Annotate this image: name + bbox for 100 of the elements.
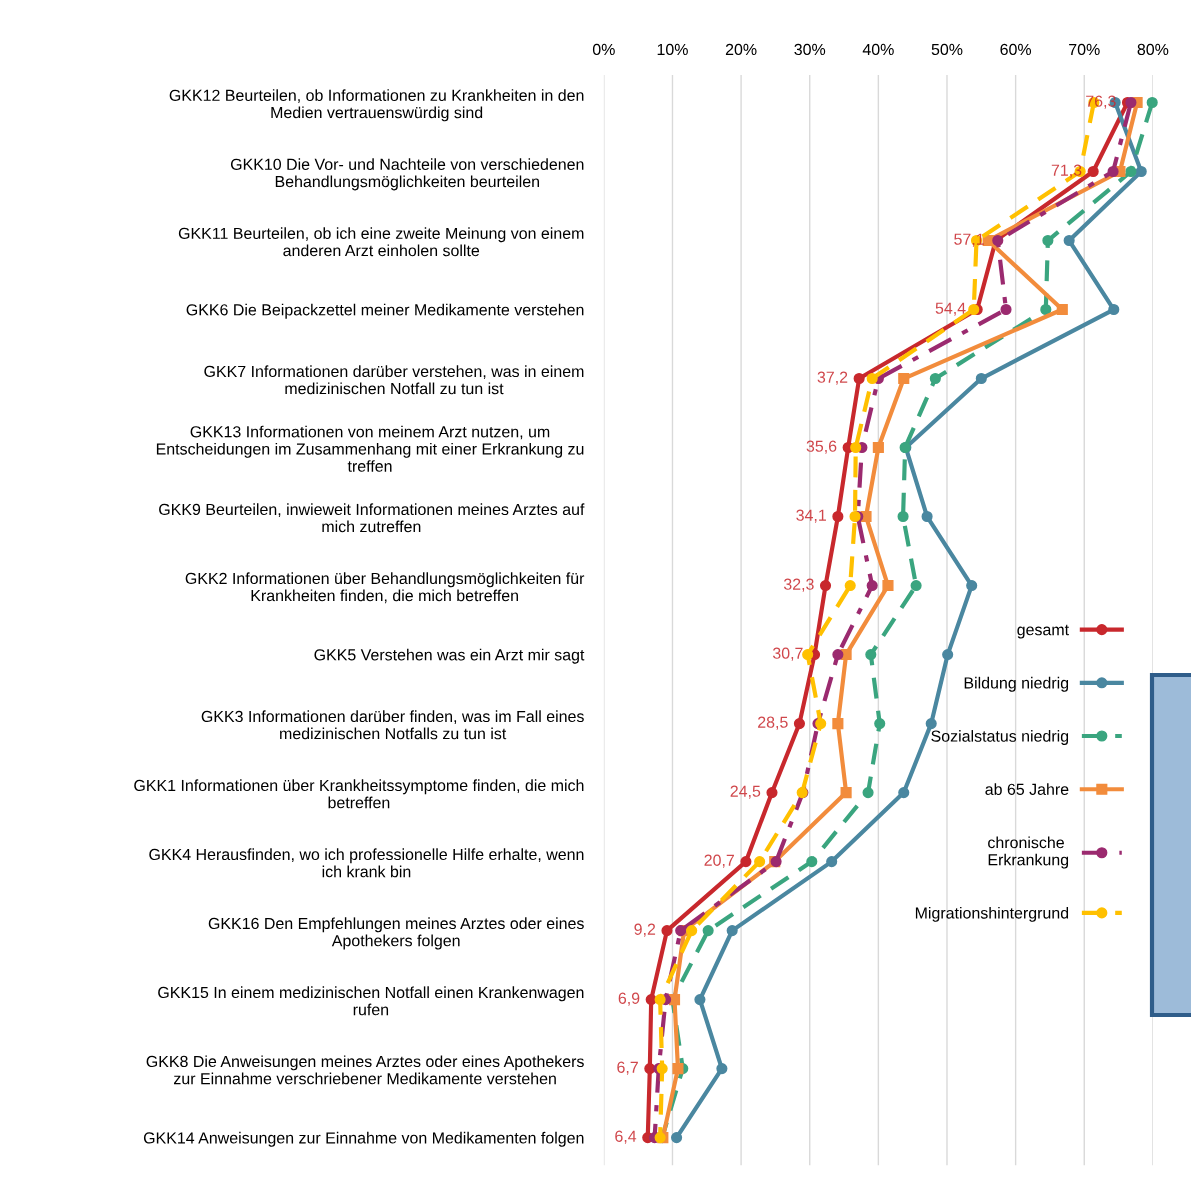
point (793, 718, 805, 730)
y-tick-label: GKK7 Informationen darüber verstehen, was in einem medizinischen Notfall zu tun ist (204, 365, 584, 395)
point (1063, 234, 1075, 247)
data-label: 9,2 (634, 923, 656, 937)
y-tick-label: GKK15 In einem medizinischen Notfall einen Krankenwagen rufen (158, 986, 584, 1016)
data-label: 6,4 (615, 1130, 637, 1144)
point (726, 925, 738, 937)
point (740, 856, 752, 868)
y-tick-label: GKK4 Herausfinden, wo ich professionelle Hilfe erhalte, wenn ich krank bin (149, 848, 584, 878)
point (766, 787, 778, 799)
data-label: 28,5 (758, 716, 788, 730)
point (898, 787, 910, 799)
point (1056, 303, 1068, 316)
data-label: 6,9 (618, 992, 640, 1006)
point (882, 580, 894, 592)
point (1000, 303, 1012, 316)
point (806, 856, 818, 868)
point (866, 580, 878, 592)
x-tick-label: 70% (1069, 43, 1100, 56)
x-tick-label: 50% (931, 43, 963, 56)
y-tick-label: GKK6 Die Beipackzettel meiner Medikamente verstehen (186, 303, 584, 319)
point (966, 580, 978, 592)
point (874, 718, 886, 730)
point (1087, 165, 1099, 178)
point (1125, 96, 1137, 109)
point (897, 510, 909, 523)
point (832, 649, 844, 661)
point (686, 925, 698, 937)
point (661, 925, 673, 937)
point (819, 580, 832, 592)
y-tick-label: GKK9 Beurteilen, inwieweit Informationen meines Arztes auf mich zutreffen (159, 503, 585, 533)
point (925, 718, 937, 730)
point (832, 510, 844, 523)
point (1040, 303, 1052, 316)
y-tick-label: GKK14 Anweisungen zur Einnahme von Medikamenten folgen (143, 1131, 584, 1147)
legend-label: Migrationshintergrund (915, 906, 1069, 922)
data-label: 24,5 (730, 785, 761, 799)
point (645, 994, 657, 1006)
point (910, 580, 922, 592)
point (694, 994, 706, 1006)
point (898, 372, 910, 385)
x-tick-label: 20% (725, 43, 757, 56)
y-tick-label: GKK5 Verstehen was ein Arzt mir sagt (314, 648, 585, 664)
point (672, 1063, 684, 1075)
point (1042, 234, 1054, 247)
point (654, 994, 666, 1006)
x-tick-label: 40% (862, 43, 894, 56)
y-tick-label: GKK10 Die Vor- und Nachteile von verschiedenen Behandlungsmöglichkeiten beurteilen (230, 158, 584, 191)
x-tick-label: 30% (794, 43, 826, 56)
point (716, 1063, 728, 1075)
data-label: 37,2 (817, 371, 848, 385)
data-label: 54,4 (935, 302, 966, 316)
point (754, 856, 766, 868)
point (866, 372, 878, 385)
point (702, 925, 714, 937)
x-tick-label: 10% (657, 43, 688, 56)
point (1108, 303, 1120, 316)
point (832, 718, 844, 730)
point (1107, 165, 1119, 178)
y-tick-label: GKK8 Die Anweisungen meines Arztes oder eines Apothekers zur Einnahme verschriebener Medikamente verstehen (146, 1055, 584, 1085)
x-tick-label: 0% (592, 43, 615, 56)
y-tick-label: GKK3 Informationen darüber finden, was im Fall eines medizinischen Notfalls zu tun ist (201, 710, 584, 740)
point (1125, 165, 1137, 178)
point (929, 372, 941, 385)
point (840, 787, 852, 799)
y-tick-label: GKK11 Beurteilen, ob ich eine zweite Meinung von einem anderen Arzt einholen sollte (178, 227, 584, 257)
point (942, 649, 954, 661)
legend-label: gesamt (1017, 624, 1069, 639)
point (853, 372, 865, 385)
y-tick-label: GKK13 Informationen von meinem Arzt nutzen, um Entscheidungen im Zusammenhang mit einer Erkrankung zu treffen (156, 425, 584, 472)
point (802, 649, 814, 661)
data-label: 6,7 (617, 1061, 638, 1075)
data-label: 35,6 (806, 440, 837, 454)
x-tick-label: 80% (1137, 43, 1169, 56)
legend-label: ab 65 Jahre (985, 783, 1069, 795)
data-label: 32,3 (783, 578, 814, 592)
point (1135, 165, 1147, 178)
data-label: 76,3 (1086, 95, 1116, 109)
point (644, 1063, 656, 1075)
point (872, 441, 884, 454)
y-tick-label: GKK16 Den Empfehlungen meines Arztes oder eines Apothekers folgen (208, 917, 584, 950)
point (865, 649, 877, 661)
data-label: 30,7 (772, 647, 803, 661)
legend-label: Sozialstatus niedrig (931, 730, 1069, 745)
point (826, 856, 838, 868)
point (1146, 96, 1158, 109)
point (975, 372, 987, 385)
y-tick-label: GKK2 Informationen über Behandlungsmöglichkeiten für Krankheiten finden, die mich betreffen (185, 572, 585, 604)
point (921, 510, 933, 523)
y-tick-label: GKK1 Informationen über Krankheitssymptome finden, die mich betreffen (134, 779, 584, 809)
data-label: 20,7 (704, 854, 734, 868)
legend-label: Bildung niedrig (964, 676, 1069, 692)
y-tick-label: GKK12 Beurteilen, ob Informationen zu Krankheiten in den Medien vertrauenswürdig sind (169, 89, 584, 122)
point (671, 1132, 683, 1144)
data-label: 34,1 (796, 509, 826, 523)
legend-label: chronische Erkrankung (988, 836, 1069, 869)
point (850, 441, 862, 454)
point (844, 580, 856, 592)
x-tick-label: 60% (1000, 43, 1032, 56)
point (862, 787, 874, 799)
